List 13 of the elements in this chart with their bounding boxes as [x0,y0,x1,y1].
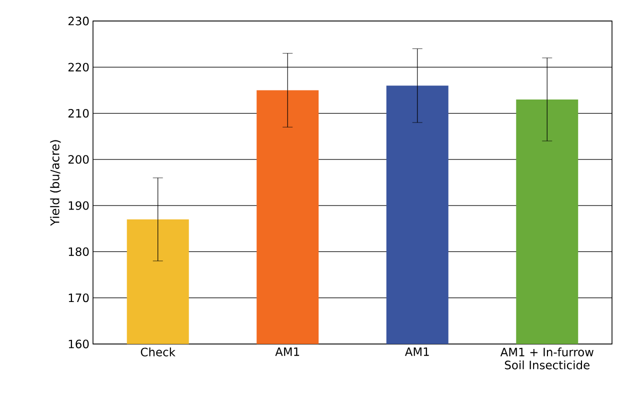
x-tick-label: AM1 [275,348,300,356]
y-tick-label: 190 [68,201,89,210]
y-tick-label: 210 [68,108,89,118]
x-tick-label: Check [140,348,176,356]
y-tick-label: 230 [68,16,89,26]
x-tick-label: AM1 [404,348,429,356]
y-axis-title: Yield (bu/acre) [50,140,61,226]
y-tick-label: 160 [68,340,89,348]
y-tick-label: 200 [68,155,89,164]
x-tick-label: AM1 + In-furrow Soil Insecticide [500,348,594,370]
y-tick-label: 170 [68,294,89,302]
y-tick-label: 220 [68,62,89,72]
y-tick-label: 180 [68,247,89,256]
